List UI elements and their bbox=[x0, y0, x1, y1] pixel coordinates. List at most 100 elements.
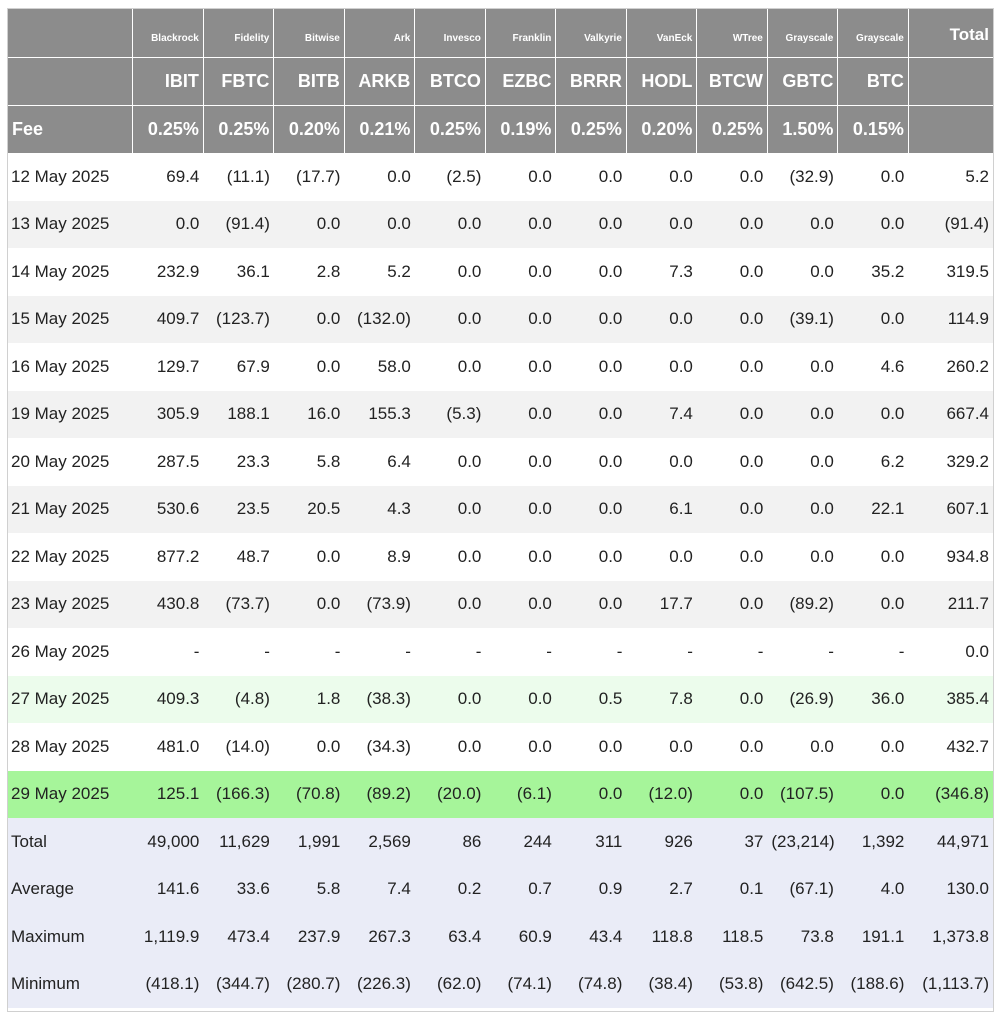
table-row: 28 May 2025 481.0 (14.0) 0.0 (34.3) 0.0 0.0 0.0… bbox=[8, 723, 993, 771]
summary-value-cell: 60.9 bbox=[485, 913, 556, 961]
flow-value-cell: 4.3 bbox=[344, 485, 415, 533]
fee-cell: 0.21% bbox=[344, 104, 416, 153]
flow-value-cell: 0.0 bbox=[273, 343, 345, 391]
flow-value-cell: 0.0 bbox=[626, 723, 697, 771]
row-total-cell: 329.2 bbox=[908, 438, 993, 486]
flow-value-cell: (14.0) bbox=[203, 723, 274, 771]
summary-value-cell: 2,569 bbox=[344, 818, 415, 866]
date-cell: 15 May 2025 bbox=[8, 295, 133, 343]
flow-value-cell: (89.2) bbox=[344, 770, 415, 818]
issuer-header-cell: Ark bbox=[344, 9, 416, 57]
flow-value-cell: 5.2 bbox=[344, 248, 415, 296]
flow-value-cell: 0.0 bbox=[555, 438, 627, 486]
flow-value-cell: 0.0 bbox=[767, 485, 838, 533]
flow-value-cell: 0.0 bbox=[273, 200, 345, 248]
table-row: 27 May 2025 409.3 (4.8) 1.8 (38.3) 0.0 0.0 0.5 7… bbox=[8, 675, 993, 723]
ticker-header-cell: BTCW bbox=[696, 56, 768, 105]
summary-value-cell: 1,991 bbox=[273, 818, 345, 866]
flow-value-cell: (91.4) bbox=[203, 200, 274, 248]
flow-value-cell: 0.0 bbox=[767, 390, 838, 438]
summary-value-cell: (642.5) bbox=[767, 960, 838, 1008]
flow-value-cell: 430.8 bbox=[132, 580, 204, 628]
flow-value-cell: 0.0 bbox=[696, 390, 768, 438]
flow-value-cell: 0.0 bbox=[696, 723, 768, 771]
table-row: 19 May 2025 305.9 188.1 16.0 155.3 (5.3) 0.0 0.… bbox=[8, 390, 993, 438]
ticker-header-cell: BITB bbox=[273, 56, 345, 105]
flow-value-cell: 305.9 bbox=[132, 390, 204, 438]
summary-value-cell: 73.8 bbox=[767, 913, 838, 961]
summary-value-cell: (67.1) bbox=[767, 865, 838, 913]
ticker-total-blank-cell bbox=[908, 56, 993, 105]
summary-value-cell: 4.0 bbox=[837, 865, 909, 913]
summary-label-cell: Average bbox=[8, 865, 133, 913]
flow-value-cell: (6.1) bbox=[485, 770, 556, 818]
summary-value-cell: 1,392 bbox=[837, 818, 909, 866]
flow-value-cell: (4.8) bbox=[203, 675, 274, 723]
flow-value-cell: 69.4 bbox=[132, 153, 204, 201]
summary-total-cell: (1,113.7) bbox=[908, 960, 993, 1008]
flow-value-cell: 0.0 bbox=[555, 153, 627, 201]
summary-row: Average 141.6 33.6 5.8 7.4 0.2 0.7 0.9 2.7 0.1 (67… bbox=[8, 865, 993, 913]
summary-value-cell: 0.9 bbox=[555, 865, 627, 913]
summary-value-cell: 11,629 bbox=[203, 818, 274, 866]
flow-value-cell: 6.2 bbox=[837, 438, 909, 486]
flow-value-cell: 7.8 bbox=[626, 675, 697, 723]
row-total-cell: 5.2 bbox=[908, 153, 993, 201]
table-row: 21 May 2025 530.6 23.5 20.5 4.3 0.0 0.0 0.0 6.1 0… bbox=[8, 485, 993, 533]
flow-value-cell: 0.0 bbox=[485, 580, 556, 628]
flow-value-cell: 0.0 bbox=[485, 390, 556, 438]
flow-value-cell: 0.0 bbox=[837, 770, 909, 818]
etf-flow-table-container: Blackrock Fidelity Bitwise Ark Invesco Frankl… bbox=[7, 8, 994, 1012]
fee-cell: 0.25% bbox=[414, 104, 486, 153]
flow-value-cell: 0.0 bbox=[696, 153, 768, 201]
flow-value-cell: 17.7 bbox=[626, 580, 697, 628]
flow-value-cell: 287.5 bbox=[132, 438, 204, 486]
flow-value-cell: 0.0 bbox=[555, 200, 627, 248]
summary-value-cell: 141.6 bbox=[132, 865, 204, 913]
summary-value-cell: (74.1) bbox=[485, 960, 556, 1008]
table-row: 16 May 2025 129.7 67.9 0.0 58.0 0.0 0.0 0.0 0.0 0… bbox=[8, 343, 993, 391]
flow-value-cell: 0.0 bbox=[837, 153, 909, 201]
flow-value-cell: 0.0 bbox=[837, 390, 909, 438]
table-row: 15 May 2025 409.7 (123.7) 0.0 (132.0) 0.0 0.0 0… bbox=[8, 295, 993, 343]
flow-value-cell: 0.0 bbox=[273, 723, 345, 771]
flow-value-cell: 0.0 bbox=[414, 295, 486, 343]
date-cell: 26 May 2025 bbox=[8, 628, 133, 676]
summary-value-cell: (53.8) bbox=[696, 960, 768, 1008]
summary-value-cell: (74.8) bbox=[555, 960, 627, 1008]
flow-value-cell: - bbox=[344, 628, 415, 676]
ticker-header-cell: EZBC bbox=[485, 56, 557, 105]
flow-value-cell: 0.0 bbox=[696, 485, 768, 533]
etf-flow-table: Blackrock Fidelity Bitwise Ark Invesco Frankl… bbox=[8, 9, 993, 1008]
flow-value-cell: (11.1) bbox=[203, 153, 274, 201]
flow-value-cell: (12.0) bbox=[626, 770, 697, 818]
row-total-cell: 211.7 bbox=[908, 580, 993, 628]
fee-cell: 0.15% bbox=[837, 104, 909, 153]
flow-value-cell: 20.5 bbox=[273, 485, 345, 533]
flow-value-cell: 0.0 bbox=[696, 533, 768, 581]
flow-value-cell: 0.0 bbox=[485, 533, 556, 581]
flow-value-cell: 0.0 bbox=[414, 248, 486, 296]
flow-value-cell: 409.3 bbox=[132, 675, 204, 723]
flow-value-cell: (107.5) bbox=[767, 770, 838, 818]
summary-value-cell: (38.4) bbox=[626, 960, 697, 1008]
table-row: 14 May 2025 232.9 36.1 2.8 5.2 0.0 0.0 0.0 7.3 0.… bbox=[8, 248, 993, 296]
flow-value-cell: 0.0 bbox=[696, 200, 768, 248]
fee-cell: 0.20% bbox=[626, 104, 698, 153]
fee-cell: 0.25% bbox=[696, 104, 768, 153]
flow-value-cell: (26.9) bbox=[767, 675, 838, 723]
row-total-cell: 114.9 bbox=[908, 295, 993, 343]
ticker-header-cell: HODL bbox=[626, 56, 698, 105]
date-cell: 13 May 2025 bbox=[8, 200, 133, 248]
flow-value-cell: 0.0 bbox=[767, 343, 838, 391]
flow-value-cell: (39.1) bbox=[767, 295, 838, 343]
flow-value-cell: 155.3 bbox=[344, 390, 415, 438]
ticker-header-cell: BRRR bbox=[555, 56, 627, 105]
flow-value-cell: 0.0 bbox=[626, 438, 697, 486]
flow-value-cell: 23.3 bbox=[203, 438, 274, 486]
flow-value-cell: 8.9 bbox=[344, 533, 415, 581]
flow-value-cell: 0.0 bbox=[485, 200, 556, 248]
flow-value-cell: 0.0 bbox=[767, 248, 838, 296]
flow-value-cell: (20.0) bbox=[414, 770, 486, 818]
summary-value-cell: 311 bbox=[555, 818, 627, 866]
